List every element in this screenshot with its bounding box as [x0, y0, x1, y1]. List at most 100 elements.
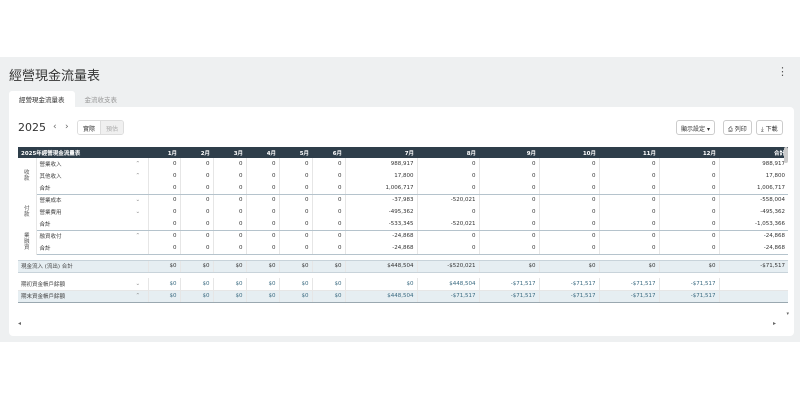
table-cell: 0 [478, 230, 540, 242]
table-cell: 0 [598, 194, 660, 206]
table-cell: 17,800 [344, 170, 418, 182]
table-cell: -520,021 [416, 218, 480, 231]
table-cell: 0 [598, 158, 660, 170]
table-cell: $0 [598, 259, 660, 273]
tab-cash-receipts-payments[interactable]: 金流收支表 [84, 96, 118, 104]
expand-toggle-icon[interactable]: ⌃ [135, 233, 141, 240]
table-cell: 0 [658, 218, 720, 231]
table-cell: -1,053,366 [718, 218, 789, 231]
table-cell: $448,504 [344, 259, 418, 273]
expand-toggle-icon[interactable]: ⌃ [128, 290, 149, 303]
month-header: 2月 [180, 147, 214, 158]
vertical-scrollbar[interactable] [784, 147, 788, 163]
print-button[interactable]: ⎙ 列印 [723, 120, 752, 135]
table-cell: 0 [179, 182, 214, 195]
table-cell: 988,917 [344, 158, 418, 170]
table-cell: 0 [179, 230, 214, 242]
tab-operating-cashflow[interactable]: 經營現金流量表 [9, 91, 75, 107]
table-cell: 0 [245, 218, 280, 231]
expand-toggle-icon[interactable]: ⌄ [135, 197, 141, 204]
table-cell: $0 [245, 290, 280, 303]
table-cell: 0 [311, 182, 346, 195]
table-cell: 0 [658, 230, 720, 242]
table-row: 其他收入 ⌃ 0 0 0 0 0 0 17,800 0 0 0 0 0 17,800 [18, 170, 789, 182]
expand-toggle-icon[interactable]: ⌃ [135, 173, 141, 179]
table-cell: 0 [598, 206, 660, 218]
table-cell: 0 [311, 206, 346, 218]
table-cell: 0 [598, 170, 660, 182]
next-year-icon[interactable]: › [65, 122, 69, 132]
table-cell: 0 [311, 194, 346, 206]
table-cell: $0 [278, 278, 313, 291]
table-cell [718, 290, 789, 303]
table-cell: -520,021 [416, 194, 480, 206]
scroll-right-icon[interactable]: ▸ [772, 320, 776, 327]
scroll-down-icon[interactable]: ▾ [786, 311, 789, 317]
net-cashflow-row: 現金流入 (流出) 合計 $0 $0 $0 $0 $0 $0 $448,504 -$520,02… [18, 259, 789, 273]
subtotal-label: 合計 [36, 218, 149, 231]
table-cell: -$71,517 [658, 290, 720, 303]
month-header: 10月 [539, 147, 600, 158]
table-cell: $0 [344, 278, 418, 291]
download-button[interactable]: ⤓ 下載 [756, 120, 783, 135]
table-cell: -$71,517 [416, 290, 480, 303]
table-cell: 0 [478, 242, 540, 255]
table-cell: 1,006,717 [718, 182, 789, 195]
table-cell: 0 [538, 158, 600, 170]
mode-forecast-button[interactable]: 預估 [101, 121, 124, 134]
table-cell: 0 [212, 170, 247, 182]
table-cell: $0 [212, 290, 247, 303]
table-cell: 0 [245, 194, 280, 206]
table-cell: 0 [147, 194, 181, 206]
table-cell: 0 [311, 170, 346, 182]
table-cell: 0 [147, 218, 181, 231]
group-label-text: 業融資 [23, 233, 30, 251]
table-cell: 0 [538, 194, 600, 206]
mode-actual-button[interactable]: 實際 [78, 121, 102, 134]
table-cell: 0 [478, 158, 540, 170]
row-label: 營業費用 [39, 210, 62, 216]
more-options-icon[interactable]: ⋮ [777, 65, 788, 78]
table-cell: 0 [658, 206, 720, 218]
table-cell: 0 [245, 242, 280, 255]
subtotal-label: 合計 [36, 182, 149, 195]
table-cell: 0 [147, 206, 181, 218]
spacer-row [18, 254, 789, 260]
caret-down-icon: ▾ [706, 126, 710, 133]
table-cell: 0 [179, 194, 214, 206]
net-cashflow-label: 現金流入 (流出) 合計 [18, 259, 149, 273]
table-cell: 0 [278, 206, 313, 218]
expand-toggle-icon[interactable]: ⌃ [135, 161, 141, 167]
display-settings-label: 顯示設定 [681, 126, 706, 133]
table-cell: 0 [147, 230, 181, 242]
prev-year-icon[interactable]: ‹ [53, 122, 57, 132]
table-cell: 0 [598, 242, 660, 255]
row-label: 營業收入 [39, 162, 62, 168]
month-header: 7月 [345, 147, 418, 158]
table-cell: 0 [658, 242, 720, 255]
group-label: 收款 [18, 158, 37, 194]
table-cell: $0 [245, 259, 280, 273]
display-settings-button[interactable]: 顯示設定 ▾ [676, 120, 715, 135]
group-label-text: 收款 [23, 170, 30, 182]
table-cell: $0 [179, 278, 214, 291]
table-cell: 0 [245, 170, 280, 182]
table-cell: 0 [212, 182, 247, 195]
expand-toggle-icon[interactable]: ⌄ [135, 209, 141, 215]
table-cell: -$71,517 [658, 278, 720, 291]
table-cell: -$520,021 [416, 259, 480, 273]
table-cell: 0 [147, 182, 181, 195]
opening-balance-label: 期初資金帳戶餘額 [18, 278, 128, 291]
table-cell: 0 [147, 170, 181, 182]
table-cell: 0 [278, 230, 313, 242]
page-title: 經營現金流量表 [9, 69, 101, 84]
print-label: 列印 [734, 126, 747, 133]
table-cell: 0 [245, 158, 280, 170]
table-cell: 0 [278, 170, 313, 182]
table-cell: 0 [658, 182, 720, 195]
table-cell: $0 [311, 290, 346, 303]
expand-toggle-icon[interactable]: ⌄ [128, 278, 149, 291]
scroll-left-icon[interactable]: ◂ [18, 320, 22, 327]
table-cell: -495,362 [344, 206, 418, 218]
month-header: 合計 [719, 147, 789, 158]
